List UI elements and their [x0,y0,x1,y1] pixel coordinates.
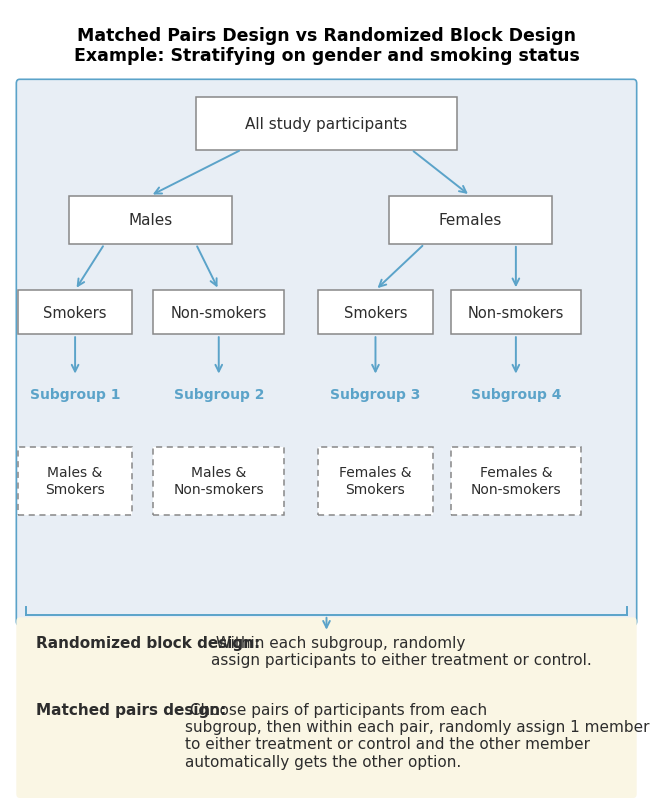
FancyBboxPatch shape [319,290,432,335]
Text: Matched pairs design:: Matched pairs design: [36,702,227,717]
FancyBboxPatch shape [153,290,284,335]
Text: Males: Males [128,213,172,228]
FancyBboxPatch shape [153,447,284,515]
FancyBboxPatch shape [319,447,432,515]
FancyBboxPatch shape [389,196,552,245]
Text: Randomized block design:: Randomized block design: [36,635,260,650]
Text: Males &
Non-smokers: Males & Non-smokers [174,466,264,496]
Text: Subgroup 2: Subgroup 2 [174,387,264,402]
FancyBboxPatch shape [196,99,457,151]
Text: Males &
Smokers: Males & Smokers [45,466,105,496]
FancyBboxPatch shape [451,290,581,335]
Text: Subgroup 1: Subgroup 1 [30,387,120,402]
Text: Subgroup 3: Subgroup 3 [330,387,421,402]
FancyBboxPatch shape [16,80,637,626]
Text: Non-smokers: Non-smokers [170,306,267,320]
Text: Females &
Smokers: Females & Smokers [339,466,412,496]
Text: Choose pairs of participants from each
subgroup, then within each pair, randomly: Choose pairs of participants from each s… [185,702,649,769]
Text: All study participants: All study participants [246,117,407,132]
FancyBboxPatch shape [18,447,133,515]
Text: Smokers: Smokers [43,306,107,320]
Text: Non-smokers: Non-smokers [468,306,564,320]
Text: Subgroup 4: Subgroup 4 [471,387,561,402]
Text: Within each subgroup, randomly
assign participants to either treatment or contro: Within each subgroup, randomly assign pa… [211,635,592,667]
Text: Example: Stratifying on gender and smoking status: Example: Stratifying on gender and smoki… [74,47,579,64]
Text: Females: Females [438,213,502,228]
Text: Females &
Non-smokers: Females & Non-smokers [471,466,561,496]
FancyBboxPatch shape [69,196,232,245]
FancyBboxPatch shape [16,618,637,798]
FancyBboxPatch shape [451,447,581,515]
FancyBboxPatch shape [18,290,133,335]
Text: Matched Pairs Design vs Randomized Block Design: Matched Pairs Design vs Randomized Block… [77,27,576,45]
Text: Smokers: Smokers [343,306,407,320]
